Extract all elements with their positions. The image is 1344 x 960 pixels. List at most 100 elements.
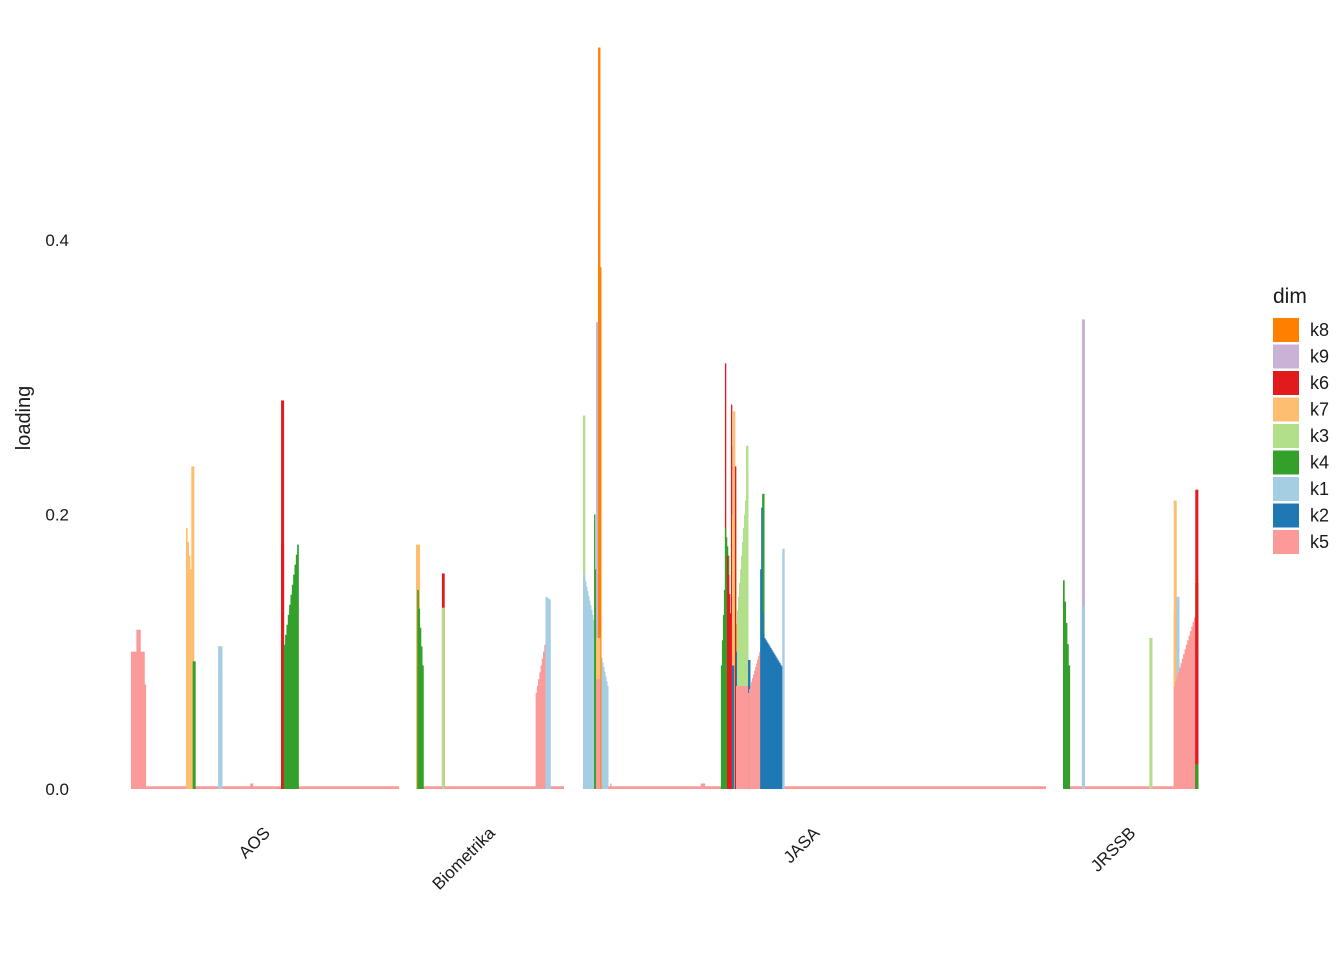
bar	[770, 648, 772, 789]
bar	[755, 667, 757, 789]
bar	[587, 591, 589, 789]
bar	[1195, 583, 1197, 789]
bar	[294, 564, 297, 789]
bar	[720, 665, 723, 789]
bar	[290, 594, 293, 789]
bar	[702, 783, 705, 789]
x-axis: AOS Biometrika JASA JRSSB	[235, 823, 1139, 894]
legend-title: dim	[1273, 285, 1307, 308]
bar	[191, 466, 193, 789]
legend-swatch	[1273, 424, 1299, 448]
bar	[586, 586, 588, 789]
bar	[1176, 676, 1179, 789]
x-tick-label: JRSSB	[1087, 823, 1139, 875]
bar	[593, 619, 595, 789]
bar	[607, 686, 609, 789]
bar	[132, 651, 135, 789]
bar	[599, 47, 601, 789]
bar	[703, 783, 706, 789]
legend-label: k6	[1310, 373, 1329, 393]
baseline-bar	[1063, 786, 1198, 789]
bar	[728, 594, 731, 789]
bar	[1192, 621, 1195, 789]
bar	[763, 633, 765, 789]
bar	[545, 596, 548, 789]
bar	[137, 629, 140, 789]
bar	[1175, 681, 1177, 789]
bar	[731, 665, 734, 789]
y-tick-label: 0.0	[45, 780, 69, 799]
bar	[1180, 663, 1183, 789]
bar	[732, 665, 735, 789]
bar	[1068, 665, 1071, 789]
bar	[750, 685, 752, 789]
legend-label: k1	[1310, 479, 1329, 499]
bar	[760, 569, 762, 789]
bar	[297, 544, 299, 789]
bar	[740, 686, 742, 789]
bar	[185, 528, 188, 789]
bar	[549, 599, 551, 789]
bar	[295, 554, 298, 789]
bar	[189, 569, 192, 789]
bar	[738, 686, 740, 789]
bar	[726, 555, 729, 789]
bar	[139, 629, 141, 789]
bar	[285, 634, 287, 789]
bar	[597, 322, 599, 789]
bar	[1173, 686, 1176, 789]
bar	[598, 47, 600, 789]
bar	[584, 576, 586, 789]
bar	[742, 541, 744, 789]
bar-marks	[131, 47, 1199, 790]
bar	[758, 655, 760, 789]
x-tick-label: JASA	[780, 823, 824, 867]
y-tick-label: 0.2	[45, 505, 69, 524]
bar	[535, 692, 538, 789]
bar	[748, 692, 750, 789]
bar	[187, 541, 189, 789]
bar	[745, 686, 747, 789]
bar	[768, 644, 770, 789]
bar	[781, 666, 783, 789]
bar	[281, 544, 283, 789]
bar	[283, 644, 286, 789]
bar	[1193, 617, 1196, 790]
bar	[543, 651, 545, 789]
baseline-bar	[131, 786, 399, 789]
bar	[1185, 644, 1188, 789]
bar	[723, 589, 726, 789]
bar	[746, 686, 748, 789]
bar	[1065, 622, 1068, 789]
bar	[136, 629, 139, 789]
bar	[1064, 601, 1067, 789]
bar	[754, 670, 756, 789]
bar	[583, 572, 585, 789]
bar	[701, 783, 704, 789]
bar	[733, 624, 736, 789]
bar	[441, 607, 444, 789]
bar	[783, 548, 785, 789]
bar	[547, 598, 550, 789]
bar	[192, 661, 195, 789]
bar	[745, 500, 747, 789]
bar	[599, 679, 601, 789]
bar	[443, 607, 445, 789]
panel-jasa-bars	[583, 47, 1046, 790]
bar	[741, 555, 743, 789]
bar	[538, 679, 540, 789]
bar	[133, 651, 136, 789]
legend-label: k7	[1310, 400, 1329, 420]
bar	[594, 514, 596, 789]
bar	[250, 783, 252, 789]
bar	[779, 663, 781, 789]
bar	[1081, 606, 1084, 789]
legend-label: k5	[1310, 532, 1329, 552]
bar	[1081, 319, 1084, 789]
bar	[592, 614, 594, 789]
bar	[596, 679, 598, 789]
bar	[589, 600, 591, 789]
baseline-bar	[583, 786, 1046, 789]
bar	[143, 682, 145, 789]
